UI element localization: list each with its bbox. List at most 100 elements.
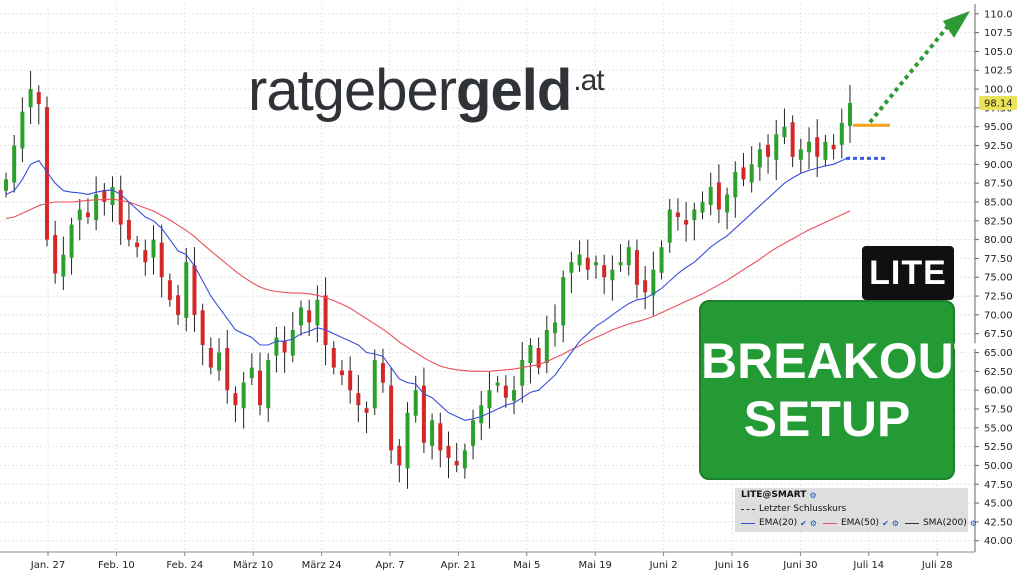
candle xyxy=(446,431,451,479)
candle-body xyxy=(176,295,181,315)
candle xyxy=(233,386,238,423)
candle-body xyxy=(831,144,836,150)
y-tick-label: 82.50 xyxy=(984,216,1013,227)
gear-icon[interactable]: ⚙ xyxy=(891,518,899,528)
candle-body xyxy=(110,186,115,205)
candle-body xyxy=(364,408,369,413)
candle-body xyxy=(380,363,385,383)
candle-body xyxy=(626,247,631,266)
breakout-arrow-head xyxy=(943,11,970,38)
candle-body xyxy=(323,295,328,345)
candle xyxy=(430,413,435,460)
candle xyxy=(372,349,377,415)
candle xyxy=(159,224,164,298)
candle-body xyxy=(290,329,295,356)
candle xyxy=(782,108,787,145)
candle xyxy=(184,247,189,332)
candle-body xyxy=(438,423,443,451)
candle-body xyxy=(126,220,131,240)
x-axis: Jan. 27 Feb. 10 Feb. 24 März 10 März 24 Apr. … xyxy=(30,560,953,571)
x-tick-label: Juni 16 xyxy=(714,560,749,571)
y-tick-label: 77.50 xyxy=(984,254,1013,265)
ema20-line xyxy=(5,156,851,421)
ema50-line xyxy=(5,198,851,372)
legend-last-close: Letzter Schlusskurs xyxy=(759,504,847,514)
y-tick-label: 100.0 xyxy=(984,85,1013,96)
candle-body xyxy=(274,337,279,356)
candle xyxy=(143,239,148,276)
candle-body xyxy=(118,189,123,225)
candle xyxy=(634,239,639,299)
y-tick-label: 70.00 xyxy=(984,310,1013,321)
candle xyxy=(266,353,271,422)
candle xyxy=(626,240,631,276)
candle-body xyxy=(839,122,844,145)
gear-icon[interactable]: ⚙ xyxy=(809,490,817,500)
candle-body xyxy=(708,186,713,205)
candle-body xyxy=(241,382,246,409)
y-tick-label: 62.50 xyxy=(984,367,1013,378)
candle xyxy=(77,198,82,241)
candle-body xyxy=(44,107,49,240)
candle xyxy=(200,303,205,366)
candle-body xyxy=(225,348,230,391)
candle-body xyxy=(593,262,598,266)
candle-body xyxy=(495,382,500,386)
y-tick-label: 50.00 xyxy=(984,461,1013,472)
candle-body xyxy=(28,89,33,108)
candle-body xyxy=(848,103,852,126)
candle xyxy=(798,138,803,174)
candle-body xyxy=(61,254,66,277)
sma200-swatch-icon xyxy=(904,522,919,524)
candle-body xyxy=(544,329,549,364)
candle-body xyxy=(151,239,156,258)
legend-ema50: EMA(50) xyxy=(840,518,880,528)
candle xyxy=(331,341,336,375)
candle-body xyxy=(471,420,476,446)
candle xyxy=(151,225,156,275)
candle xyxy=(389,367,394,464)
candle xyxy=(28,70,33,125)
candle xyxy=(643,265,648,310)
candle-body xyxy=(487,390,492,409)
gear-icon[interactable]: ⚙ xyxy=(969,518,977,528)
candle xyxy=(471,409,476,460)
candle xyxy=(20,97,25,163)
candle xyxy=(126,201,131,247)
candle xyxy=(610,255,615,301)
x-tick-label: März 10 xyxy=(233,560,273,571)
candle xyxy=(176,284,181,326)
y-tick-label: 67.50 xyxy=(984,329,1013,340)
gear-icon[interactable]: ⚙ xyxy=(809,518,817,528)
legend-symbol: LITE@SMART xyxy=(741,490,807,500)
candle xyxy=(602,254,607,295)
x-tick-label: Feb. 24 xyxy=(166,560,203,571)
candle-body xyxy=(331,348,336,368)
candle-body xyxy=(20,111,25,149)
candle-body xyxy=(413,390,418,416)
candle xyxy=(733,161,738,218)
legend-sma200: SMA(200) xyxy=(922,518,967,528)
candle xyxy=(585,239,590,280)
x-tick-label: Juli 28 xyxy=(921,560,953,571)
candle-body xyxy=(553,322,558,333)
candle-body xyxy=(405,412,410,469)
y-tick-label: 42.50 xyxy=(984,517,1013,528)
candle-body xyxy=(462,450,467,469)
candle-body xyxy=(348,370,353,391)
candle xyxy=(716,164,721,224)
y-tick-label: 55.00 xyxy=(984,423,1013,434)
check-icon[interactable]: ✔ xyxy=(800,518,807,528)
candle xyxy=(815,119,820,178)
candle xyxy=(339,360,344,386)
price-tag-bg xyxy=(979,96,1017,111)
y-tick-label: 65.00 xyxy=(984,348,1013,359)
candle-body xyxy=(135,242,140,248)
annotations: 98.14 xyxy=(846,11,1017,160)
candle xyxy=(848,84,852,143)
logo-part1: ratgeber xyxy=(248,58,457,123)
candle xyxy=(749,146,754,193)
check-icon[interactable]: ✔ xyxy=(882,518,889,528)
y-tick-label: 40.00 xyxy=(984,536,1013,547)
